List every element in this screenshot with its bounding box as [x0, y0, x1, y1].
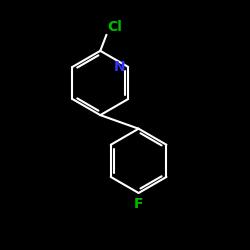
Text: N: N [114, 60, 126, 74]
Text: Cl: Cl [108, 20, 122, 34]
Text: F: F [134, 197, 143, 211]
